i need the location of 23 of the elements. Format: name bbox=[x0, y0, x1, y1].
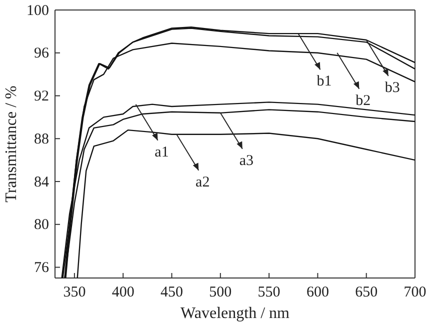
x-tick-label: 600 bbox=[306, 284, 329, 301]
x-tick-label: 450 bbox=[160, 284, 184, 301]
y-tick-label: 96 bbox=[34, 46, 50, 62]
annotation: a3 bbox=[239, 152, 254, 169]
annotation: a1 bbox=[154, 144, 169, 160]
annotation: b1 bbox=[316, 74, 332, 90]
x-tick-label: 400 bbox=[112, 284, 134, 301]
annotation: b3 bbox=[384, 80, 400, 96]
y-tick-label: 76 bbox=[34, 260, 50, 276]
y-tick-label: 100 bbox=[26, 2, 49, 19]
x-tick-label: 650 bbox=[355, 284, 378, 301]
annotation: a2 bbox=[196, 174, 210, 190]
y-tick-label: 92 bbox=[34, 88, 49, 105]
x-tick-label: 550 bbox=[258, 284, 280, 301]
y-tick-label: 88 bbox=[34, 131, 49, 148]
y-tick-label: 84 bbox=[34, 174, 50, 190]
x-tick-label: 700 bbox=[404, 284, 426, 301]
x-tick-label: 350 bbox=[63, 284, 86, 301]
x-axis-title: Wavelength / nm bbox=[180, 305, 290, 322]
y-tick-label: 80 bbox=[34, 217, 49, 234]
annotation: b2 bbox=[356, 92, 371, 109]
y-axis-title: Transmittance / % bbox=[3, 86, 20, 202]
x-tick-label: 500 bbox=[209, 284, 232, 301]
